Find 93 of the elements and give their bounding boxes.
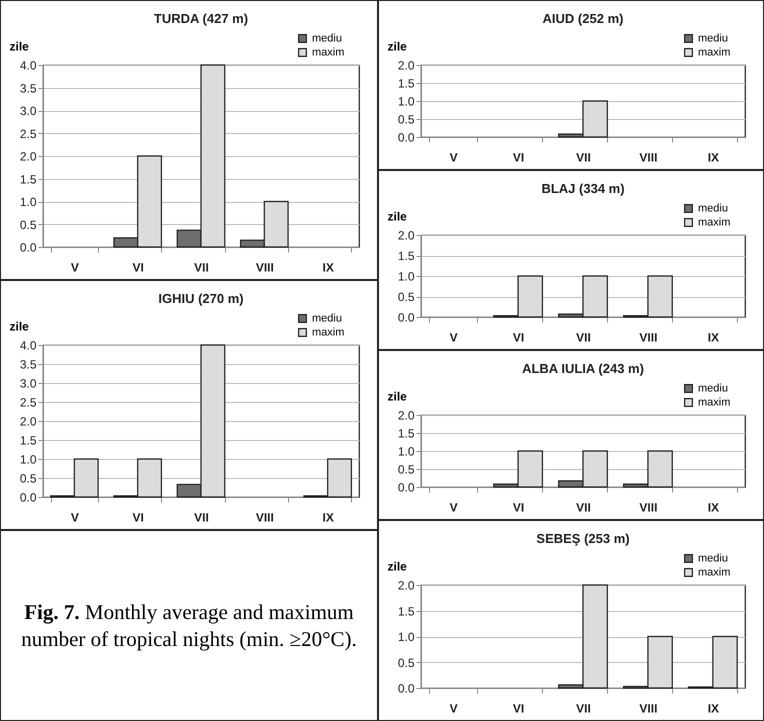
legend-label: mediu (698, 202, 728, 214)
y-tick-label: 3.0 (20, 104, 37, 118)
x-tick-label: V (450, 702, 458, 716)
x-tick-label: VIII (639, 330, 658, 344)
legend-label: mediu (698, 552, 728, 564)
x-tick-label: V (70, 510, 79, 524)
x-tick-label: VI (132, 260, 144, 274)
y-tick-label: 1.5 (398, 604, 415, 618)
y-tick-label: 1.0 (20, 195, 37, 209)
legend-label: maxim (698, 216, 730, 228)
y-axis-title: zile (388, 560, 408, 574)
x-tick-label: VI (512, 150, 524, 164)
legend-label: mediu (698, 32, 728, 44)
x-tick-label: VIII (639, 150, 658, 164)
chart-title: ALBA IULIA (243 m) (522, 361, 644, 376)
y-tick-label: 0.0 (398, 682, 415, 696)
y-tick-label: 4.0 (20, 58, 37, 72)
x-tick-label: V (70, 260, 79, 274)
y-tick-label: 3.5 (20, 81, 37, 96)
chart-title: BLAJ (334 m) (541, 181, 625, 196)
x-tick-label: VI (512, 702, 524, 716)
chart-title: IGHIU (270 m) (158, 291, 244, 306)
x-tick-label: VII (194, 510, 209, 524)
chart-title: TURDA (427 m) (154, 11, 248, 26)
x-tick-label: VII (576, 330, 591, 344)
y-tick-label: 3.0 (20, 376, 37, 390)
y-tick-label: 0.0 (20, 240, 37, 254)
legend-label: maxim (698, 396, 730, 408)
y-tick-label: 1.5 (398, 426, 415, 440)
y-tick-label: 4.0 (20, 338, 37, 352)
y-tick-label: 1.5 (20, 172, 37, 186)
y-tick-label: 1.5 (20, 434, 37, 448)
y-axis-title: zile (10, 320, 30, 334)
chart-title: AIUD (252 m) (542, 11, 624, 26)
x-tick-label: IX (708, 500, 720, 514)
x-tick-label: IX (322, 510, 334, 524)
chart-title: SEBEŞ (253 m) (536, 531, 630, 546)
x-tick-label: VI (512, 330, 524, 344)
y-tick-label: 1.0 (398, 630, 415, 644)
y-tick-label: 1.0 (398, 444, 415, 458)
legend-label: maxim (312, 46, 344, 58)
x-tick-label: VIII (639, 500, 658, 514)
y-tick-label: 3.5 (20, 358, 37, 372)
y-tick-label: 0.5 (20, 472, 37, 486)
y-tick-label: 1.0 (398, 270, 415, 284)
y-tick-label: 2.5 (20, 126, 37, 141)
x-tick-label: V (450, 150, 458, 164)
x-tick-label: V (450, 500, 458, 514)
x-tick-label: VII (576, 702, 591, 716)
x-tick-label: VIII (256, 510, 274, 524)
x-tick-label: VII (194, 260, 209, 274)
y-tick-label: 1.0 (20, 452, 37, 466)
y-tick-label: 0.5 (398, 290, 415, 304)
y-axis-title: zile (388, 390, 408, 404)
x-tick-label: IX (708, 150, 720, 164)
legend-label: maxim (312, 326, 344, 338)
legend-label: mediu (312, 312, 342, 324)
x-tick-label: VII (576, 150, 591, 164)
y-tick-label: 0.0 (398, 130, 415, 144)
y-tick-label: 0.0 (398, 310, 415, 324)
y-tick-label: 1.5 (398, 76, 415, 90)
x-tick-label: VI (512, 500, 524, 514)
y-tick-label: 0.5 (398, 112, 415, 126)
x-tick-label: IX (322, 260, 334, 274)
x-tick-label: VII (576, 500, 591, 514)
x-tick-label: IX (708, 702, 720, 716)
y-tick-label: 0.0 (20, 490, 37, 504)
y-tick-label: 2.5 (20, 396, 37, 410)
y-tick-label: 2.0 (398, 578, 415, 592)
y-tick-label: 0.5 (20, 218, 37, 232)
y-tick-label: 0.5 (398, 462, 415, 476)
legend-label: mediu (312, 32, 342, 44)
x-tick-label: IX (708, 330, 720, 344)
y-tick-label: 2.0 (398, 408, 415, 422)
y-axis-title: zile (388, 210, 408, 224)
x-tick-label: V (450, 330, 458, 344)
y-tick-label: 2.0 (398, 228, 415, 242)
y-tick-label: 2.0 (398, 58, 415, 72)
x-tick-label: VIII (256, 260, 274, 274)
legend-label: mediu (698, 382, 728, 394)
text: Fig. 7. (24, 600, 80, 624)
y-tick-label: 1.5 (398, 249, 415, 263)
y-tick-label: 0.5 (398, 656, 415, 670)
y-tick-label: 2.0 (20, 414, 37, 428)
legend-label: maxim (698, 566, 730, 578)
y-axis-title: zile (10, 40, 30, 54)
y-tick-label: 0.0 (398, 480, 415, 494)
y-axis-title: zile (388, 40, 408, 54)
y-tick-label: 2.0 (20, 150, 37, 164)
x-tick-label: VIII (639, 702, 658, 716)
y-tick-label: 1.0 (398, 94, 415, 108)
legend-label: maxim (698, 46, 730, 58)
x-tick-label: VI (132, 510, 144, 524)
